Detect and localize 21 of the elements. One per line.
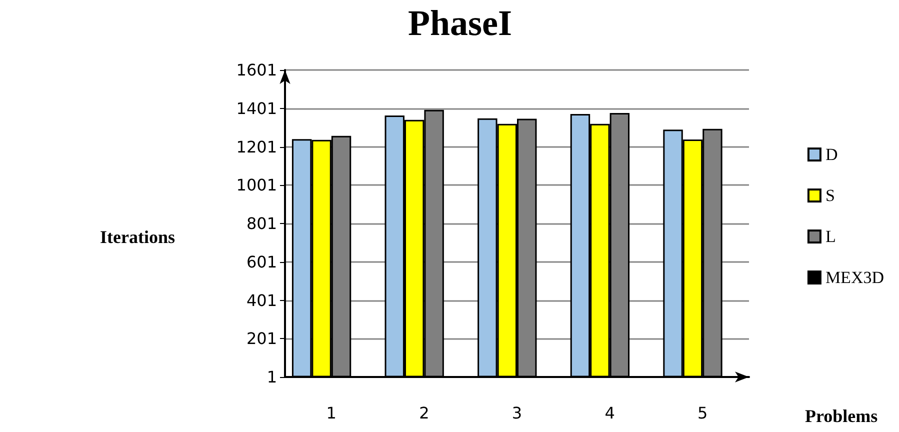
- y-tick-label: 1401: [236, 98, 277, 118]
- chart-title: PhaseI: [408, 3, 512, 43]
- legend-label: S: [825, 186, 835, 205]
- x-tick-label: 3: [512, 404, 522, 422]
- y-tick-label: 1: [266, 368, 277, 386]
- y-tick-label: 601: [246, 252, 277, 272]
- y-tick-label: 401: [246, 290, 277, 310]
- y-tick-label: 201: [246, 329, 277, 348]
- x-tick-label: 1: [326, 404, 336, 422]
- x-tick-label: 5: [698, 404, 708, 422]
- legend-label: L: [825, 227, 836, 246]
- legend-label: MEX3D: [825, 268, 884, 287]
- x-axis-title: Problems: [805, 406, 878, 426]
- x-tick-label: 2: [419, 404, 430, 422]
- y-axis-title: Iterations: [100, 227, 175, 247]
- y-tick-label: 1001: [236, 176, 277, 195]
- y-tick-label: 1201: [236, 137, 277, 156]
- y-tick-label: 801: [246, 214, 277, 233]
- y-tick-label: 1601: [236, 60, 277, 80]
- legend-label: D: [825, 145, 838, 164]
- x-tick-label: 4: [604, 404, 615, 422]
